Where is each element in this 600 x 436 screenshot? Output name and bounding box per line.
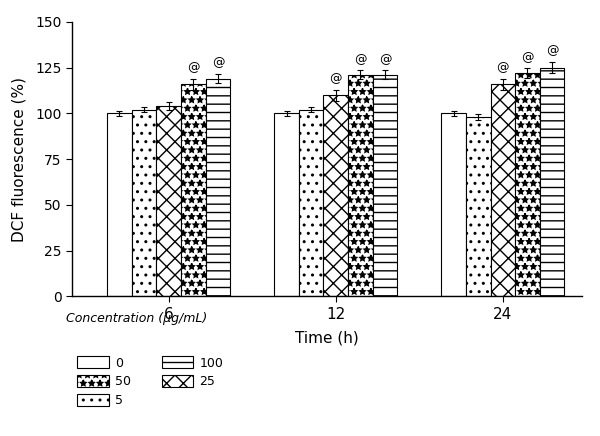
Bar	[107, 113, 132, 296]
Bar	[373, 75, 397, 296]
Bar	[491, 84, 515, 296]
Text: @: @	[187, 61, 200, 74]
Bar	[442, 113, 466, 296]
Text: @: @	[329, 72, 342, 85]
Bar	[466, 117, 491, 296]
Bar	[274, 113, 299, 296]
Text: @: @	[379, 53, 391, 66]
Bar	[515, 73, 540, 296]
Legend: 0, 50, 5, 100, 25: 0, 50, 5, 100, 25	[72, 351, 229, 412]
Y-axis label: DCF fluorescence (%): DCF fluorescence (%)	[12, 77, 27, 242]
X-axis label: Time (h): Time (h)	[295, 330, 359, 345]
Text: @: @	[546, 44, 559, 58]
Bar	[132, 110, 157, 296]
Text: @: @	[354, 53, 367, 66]
Bar	[540, 68, 565, 296]
Text: @: @	[497, 61, 509, 74]
Bar	[299, 110, 323, 296]
Bar	[348, 75, 373, 296]
Bar	[181, 84, 206, 296]
Bar	[323, 95, 348, 296]
Text: @: @	[212, 56, 224, 69]
Text: Concentration (μg/mL): Concentration (μg/mL)	[66, 312, 207, 325]
Text: @: @	[521, 51, 534, 64]
Bar	[206, 78, 230, 296]
Bar	[157, 106, 181, 296]
